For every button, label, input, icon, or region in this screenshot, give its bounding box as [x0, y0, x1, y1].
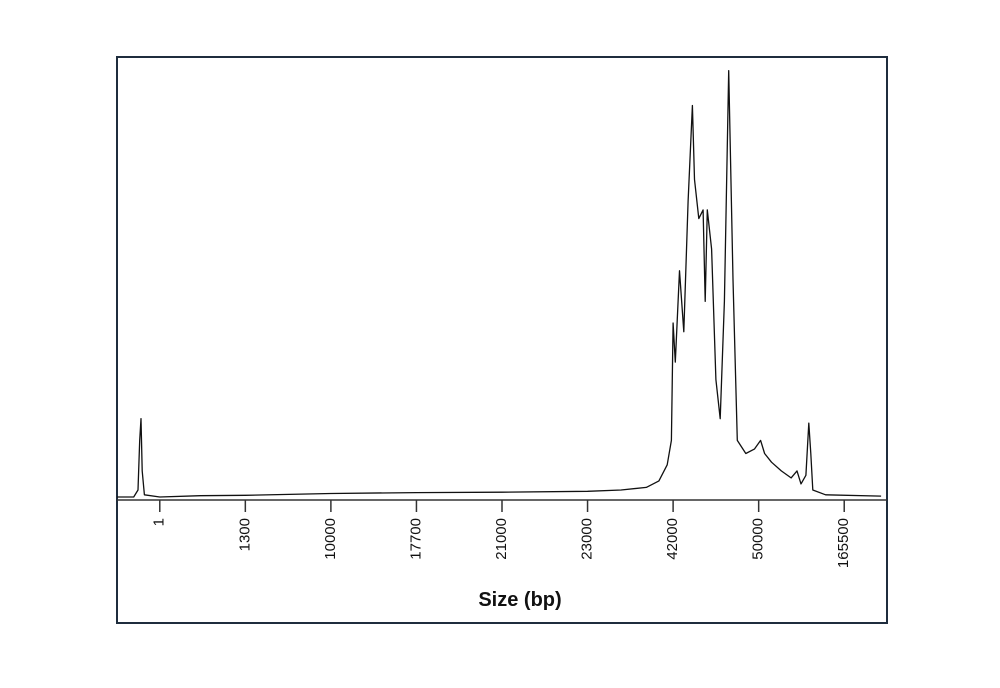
x-tick-label: 1300 — [236, 518, 253, 551]
x-axis-title: Size (bp) — [478, 589, 561, 611]
x-tick-label: 21000 — [493, 518, 510, 560]
x-tick-label: 23000 — [579, 518, 596, 560]
plot-frame — [116, 56, 888, 624]
x-tick-label: 10000 — [322, 518, 339, 560]
x-tick-label: 17700 — [407, 518, 424, 560]
trace-line — [117, 70, 882, 498]
x-tick-label: 165500 — [835, 518, 852, 568]
x-tick-label: 50000 — [750, 518, 767, 560]
x-tick-label: 42000 — [664, 518, 681, 560]
x-tick-label: 1 — [151, 518, 168, 526]
